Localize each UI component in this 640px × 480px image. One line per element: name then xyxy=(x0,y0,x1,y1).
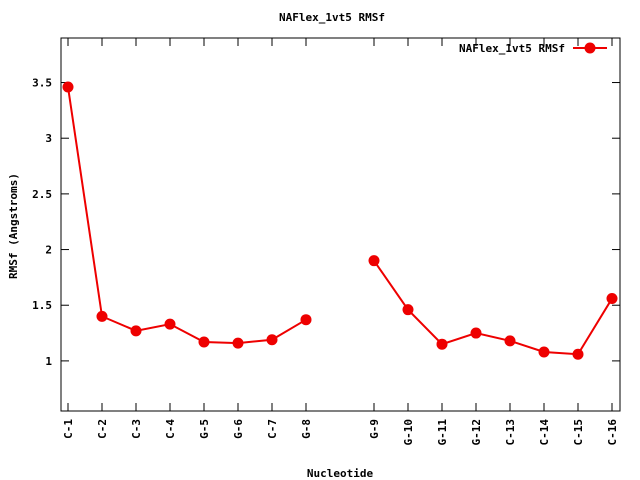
x-tick-label: G-5 xyxy=(198,419,211,439)
x-tick-label: C-1 xyxy=(62,419,75,439)
legend-label: NAFlex_1vt5 RMSf xyxy=(459,42,565,55)
data-point xyxy=(300,314,312,326)
data-point xyxy=(164,318,176,330)
x-tick-label: G-9 xyxy=(368,419,381,439)
x-axis: C-1 C-2 C-3 C-4 G-5 G-6 C-7 G-8 G-9 G-10 G-11 G-12 C… xyxy=(62,38,619,446)
series-line xyxy=(67,86,307,345)
plot-frame xyxy=(60,37,621,412)
data-point xyxy=(436,338,448,350)
data-point xyxy=(62,81,74,93)
data-point xyxy=(402,304,414,316)
legend: NAFlex_1vt5 RMSf xyxy=(459,42,607,55)
x-axis-label: Nucleotide xyxy=(307,467,374,480)
legend-marker xyxy=(584,42,596,54)
data-point xyxy=(232,337,244,349)
data-point xyxy=(96,310,108,322)
chart-title: NAFlex_1vt5 RMSf xyxy=(279,11,385,24)
data-point xyxy=(130,325,142,337)
data-point xyxy=(606,293,618,305)
x-tick-label: C-13 xyxy=(504,419,517,446)
x-tick-label: G-12 xyxy=(470,419,483,446)
y-tick-label: 3.5 xyxy=(32,77,52,90)
x-tick-label: G-8 xyxy=(300,419,313,439)
x-tick-label: C-14 xyxy=(538,419,551,446)
y-axis: 1 1.5 2 2.5 3 3.5 xyxy=(32,77,620,368)
series-line xyxy=(373,260,613,356)
data-point xyxy=(572,348,584,360)
x-tick-label: C-2 xyxy=(96,419,109,439)
data-point xyxy=(266,334,278,346)
x-tick-label: C-4 xyxy=(164,419,177,439)
x-tick-label: C-16 xyxy=(606,419,619,446)
data-point xyxy=(504,335,516,347)
data-point xyxy=(470,327,482,339)
y-tick-label: 3 xyxy=(45,132,52,145)
x-tick-label: G-11 xyxy=(436,419,449,446)
series-layer xyxy=(62,81,618,360)
data-point xyxy=(198,336,210,348)
y-tick-label: 1 xyxy=(45,355,52,368)
x-tick-label: C-7 xyxy=(266,419,279,439)
x-tick-label: C-15 xyxy=(572,419,585,446)
y-tick-label: 1.5 xyxy=(32,299,52,312)
x-tick-label: G-10 xyxy=(402,419,415,446)
y-axis-label: RMSf (Angstroms) xyxy=(7,173,20,279)
x-tick-label: C-3 xyxy=(130,419,143,439)
data-point xyxy=(538,346,550,358)
y-tick-label: 2 xyxy=(45,244,52,257)
data-point xyxy=(368,255,380,267)
x-tick-label: G-6 xyxy=(232,419,245,439)
y-tick-label: 2.5 xyxy=(32,188,52,201)
